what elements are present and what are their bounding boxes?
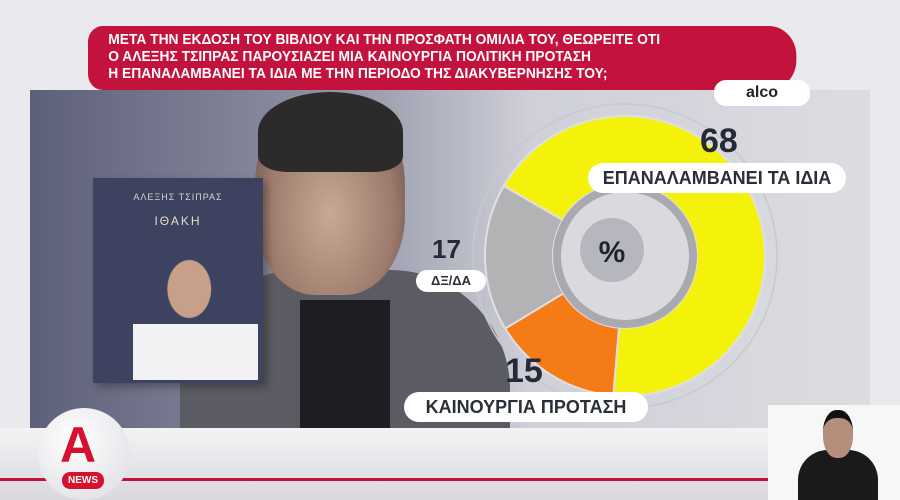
logo-news: NEWS bbox=[62, 472, 104, 489]
book-cover: ΑΛΕΞΗΣ ΤΣΙΠΡΑΣ ΙΘΑΚΗ bbox=[93, 178, 263, 383]
center-label: % bbox=[599, 236, 626, 269]
question-line: ΜΕΤΑ ΤΗΝ ΕΚΔΟΣΗ ΤΟΥ ΒΙΒΛΙΟΥ ΚΑΙ ΤΗΝ ΠΡΟΣ… bbox=[108, 31, 661, 48]
source-badge: alco bbox=[714, 80, 810, 106]
series-label-1: ΚΑΙΝΟΥΡΓΙΑ ΠΡΟΤΑΣΗ bbox=[404, 392, 648, 422]
series-label-0: ΕΠΑΝΑΛΑΜΒΑΝΕΙ ΤΑ ΙΔΙΑ bbox=[588, 163, 846, 193]
book-author: ΑΛΕΞΗΣ ΤΣΙΠΡΑΣ bbox=[133, 192, 223, 202]
center-disc bbox=[580, 218, 644, 282]
value-label-0: 68 bbox=[700, 122, 738, 160]
red-line bbox=[0, 478, 770, 481]
question-line: Ο ΑΛΕΞΗΣ ΤΣΙΠΡΑΣ ΠΑΡΟΥΣΙΑΖΕΙ ΜΙΑ ΚΑΙΝΟΥΡ… bbox=[108, 48, 591, 65]
book-title: ΙΘΑΚΗ bbox=[154, 214, 202, 228]
interpreter-head bbox=[823, 410, 853, 458]
person-photo-shirt bbox=[300, 300, 390, 430]
series-label-2: ΔΞ/ΔΑ bbox=[416, 270, 486, 292]
question-banner: ΜΕΤΑ ΤΗΝ ΕΚΔΟΣΗ ΤΟΥ ΒΙΒΛΙΟΥ ΚΑΙ ΤΗΝ ΠΡΟΣ… bbox=[88, 26, 797, 90]
alpha-news-logo: Α NEWS bbox=[38, 408, 130, 500]
person-photo-hair bbox=[258, 92, 403, 172]
value-label-1: 15 bbox=[505, 352, 543, 390]
sign-language-interpreter bbox=[768, 405, 900, 500]
question-line: Η ΕΠΑΝΑΛΑΜΒΑΝΕΙ ΤΑ ΙΔΙΑ ΜΕ ΤΗΝ ΠΕΡΙΟΔΟ Τ… bbox=[108, 65, 608, 82]
logo-letter: Α bbox=[60, 417, 97, 473]
value-label-2: 17 bbox=[432, 234, 461, 264]
interpreter-body bbox=[798, 450, 878, 500]
book-photo bbox=[133, 240, 258, 380]
